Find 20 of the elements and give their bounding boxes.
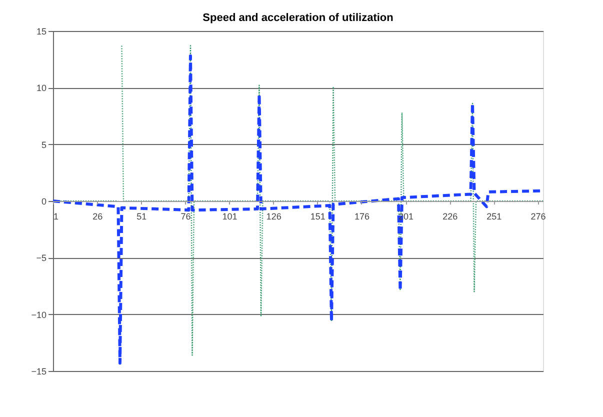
y-tick-label: 5: [41, 140, 46, 150]
x-tick-label: 151: [310, 212, 326, 222]
y-tick-label: −15: [31, 366, 46, 376]
x-tick-label: 101: [222, 212, 238, 222]
x-tick-label: 251: [486, 212, 502, 222]
x-tick-label: 76: [180, 212, 191, 222]
y-tick-label: 0: [41, 196, 46, 206]
x-tick-label: 26: [92, 212, 103, 222]
chart-title: Speed and acceleration of utilization: [202, 12, 394, 24]
x-tick-label: 176: [354, 212, 370, 222]
y-tick-label: 15: [36, 26, 46, 36]
x-tick-label: 126: [266, 212, 282, 222]
x-tick-label: 276: [530, 212, 546, 222]
y-tick-label: −5: [36, 253, 46, 264]
x-tick-label: 226: [442, 212, 458, 222]
x-tick-label: 51: [136, 212, 147, 222]
y-tick-label: 10: [36, 83, 46, 94]
y-tick-label: −10: [31, 310, 46, 320]
x-tick-label: 1: [54, 212, 59, 222]
x-tick-label: 201: [398, 212, 414, 222]
